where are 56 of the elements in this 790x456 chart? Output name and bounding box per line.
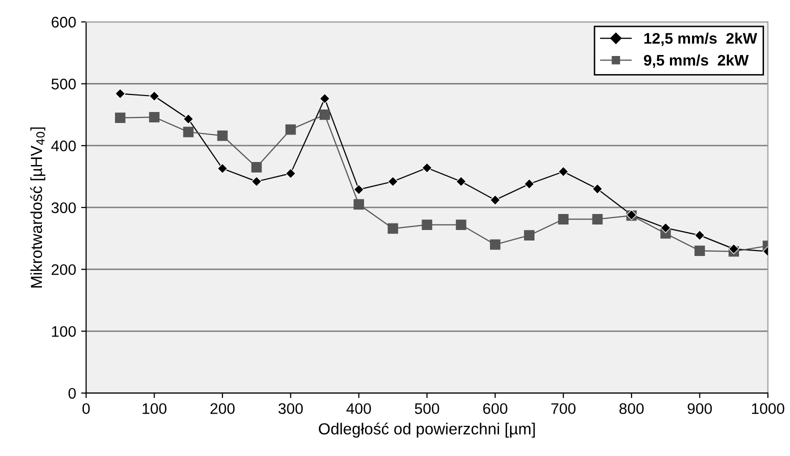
point [422, 220, 432, 230]
y-tick-label: 0 [68, 388, 76, 399]
point [114, 88, 126, 99]
point [114, 112, 126, 123]
point [456, 220, 466, 230]
point [149, 90, 160, 102]
point [217, 130, 228, 141]
point [422, 162, 432, 174]
point [524, 230, 534, 241]
x-tick-label: 200 [210, 403, 235, 414]
point [592, 214, 603, 224]
point [694, 246, 705, 256]
point [660, 222, 671, 234]
y-axis-title: Mikrotwardość [µHV$_{40}$] [30, 127, 46, 288]
x-tick-label: 500 [414, 403, 440, 414]
legend-label: 9,5 mm/s 2kW [644, 54, 749, 68]
y-tick-label: 400 [51, 140, 76, 152]
point [558, 166, 569, 177]
point [456, 176, 466, 187]
x-tick-label: 100 [142, 403, 166, 414]
point [388, 223, 398, 234]
point [285, 124, 296, 135]
y-tick-label: 300 [51, 202, 76, 214]
x-axis-title: Odległość od powierzchni [µm] [318, 422, 535, 438]
x-tick-label: 400 [346, 403, 371, 414]
point [524, 178, 535, 190]
point [592, 184, 603, 194]
point [490, 194, 500, 206]
x-tick-label: 1000 [752, 403, 784, 414]
point [183, 126, 194, 138]
point [558, 214, 569, 224]
y-tick-label: 200 [52, 264, 76, 276]
y-tick-label: 600 [52, 16, 76, 28]
x-tick-label: 700 [551, 403, 576, 414]
y-tick-label: 100 [52, 326, 76, 337]
x-tick-label: 900 [688, 403, 712, 414]
x-tick-label: 800 [619, 403, 644, 414]
point [319, 93, 330, 104]
y-tick-label: 500 [52, 78, 76, 90]
point [149, 112, 160, 122]
x-tick-label: 0 [82, 403, 90, 414]
point [285, 168, 296, 179]
point [694, 230, 705, 241]
legend-label: 12,5 mm/s 2kW [644, 32, 758, 46]
point [490, 239, 500, 250]
point [354, 184, 364, 195]
point [183, 114, 194, 124]
point [728, 244, 740, 254]
point [251, 176, 262, 187]
point [354, 199, 364, 210]
point [217, 163, 228, 174]
point [320, 109, 330, 120]
point [388, 176, 398, 187]
x-tick-label: 300 [278, 403, 303, 414]
point [251, 162, 262, 172]
x-tick-label: 600 [483, 403, 508, 414]
